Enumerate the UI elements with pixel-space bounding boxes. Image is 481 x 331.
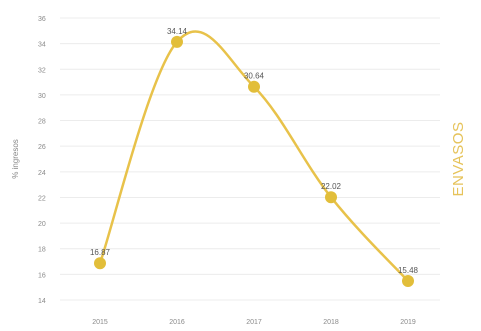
y-tick-label: 36: [38, 16, 46, 23]
y-tick-label: 20: [38, 221, 46, 228]
data-point[interactable]: [94, 257, 106, 270]
y-tick-label: 30: [38, 93, 46, 100]
data-point[interactable]: [248, 80, 260, 93]
y-axis-title: % ingresos: [11, 139, 20, 179]
y-tick-label: 18: [38, 247, 46, 254]
data-point[interactable]: [402, 275, 414, 288]
y-tick-label: 32: [38, 67, 46, 74]
x-tick-label: 2017: [246, 319, 262, 326]
x-tick-label: 2016: [169, 319, 185, 326]
x-tick-label: 2015: [92, 319, 108, 326]
data-label: 22.02: [321, 182, 342, 191]
y-tick-label: 28: [38, 119, 46, 126]
y-tick-label: 34: [38, 42, 46, 49]
series-line: [98, 30, 410, 283]
side-title: ENVASOS: [450, 122, 467, 197]
data-point[interactable]: [325, 191, 337, 204]
y-tick-label: 26: [38, 144, 46, 151]
y-tick-label: 24: [38, 170, 46, 177]
y-tick-label: 22: [38, 195, 46, 202]
data-label: 15.48: [398, 266, 419, 275]
data-label: 16.87: [90, 248, 111, 257]
y-tick-label: 14: [38, 298, 46, 305]
x-tick-label: 2018: [323, 319, 339, 326]
data-point[interactable]: [171, 35, 183, 48]
y-tick-label: 16: [38, 272, 46, 279]
data-label: 30.64: [244, 72, 265, 81]
x-tick-label: 2019: [400, 319, 416, 326]
data-label: 34.14: [167, 27, 188, 36]
